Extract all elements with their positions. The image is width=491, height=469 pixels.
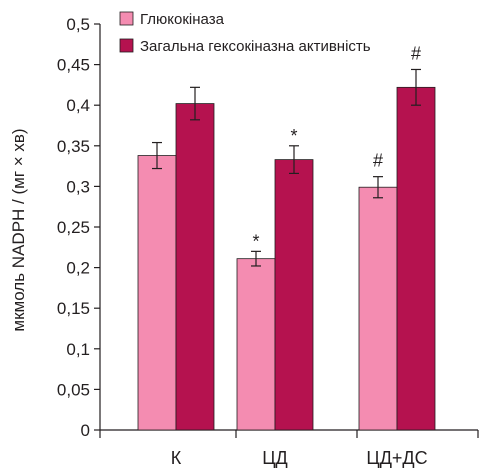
significance-mark: * (290, 126, 297, 146)
y-tick-label: 0,5 (66, 15, 90, 34)
y-tick-label: 0,35 (57, 137, 90, 156)
legend-label: Загальна гексокіназна активність (140, 38, 371, 55)
y-tick-label: 0,3 (66, 177, 90, 196)
bar-glucokinase (358, 186, 398, 431)
x-tick-label: ЦД (262, 448, 288, 468)
x-tick-label: ЦД+ДС (366, 448, 427, 468)
legend-label: Глюкокіназа (140, 11, 225, 28)
significance-mark: * (252, 231, 259, 251)
legend-swatch (119, 11, 134, 26)
bar-hexokinase (175, 103, 215, 431)
legend: Глюкокіназа Загальна гексокіназна активні… (119, 11, 371, 55)
bar-hexokinase (274, 159, 314, 431)
y-tick-label: 0 (81, 421, 90, 440)
y-tick-label: 0,45 (57, 56, 90, 75)
y-tick-label: 0,1 (66, 340, 90, 359)
significance-mark: # (411, 43, 421, 63)
y-tick-label: 0,4 (66, 96, 90, 115)
bar-hexokinase (396, 86, 436, 431)
plot-area: 0 0,05 0,1 0,15 0,2 0,25 0,3 0,35 0,4 0,45 0,5 К ЦД Ц… (57, 15, 479, 468)
legend-swatch (119, 38, 134, 53)
bar-glucokinase (236, 258, 276, 431)
y-tick-label: 0,05 (57, 380, 90, 399)
y-tick-label: 0,2 (66, 259, 90, 278)
bar-glucokinase (137, 155, 177, 431)
significance-mark: # (373, 151, 383, 171)
y-axis-label: мкмоль NADPH / (мг × хв) (9, 128, 28, 331)
y-tick-label: 0,25 (57, 218, 90, 237)
y-tick-label: 0,15 (57, 299, 90, 318)
x-tick-label: К (171, 448, 182, 468)
